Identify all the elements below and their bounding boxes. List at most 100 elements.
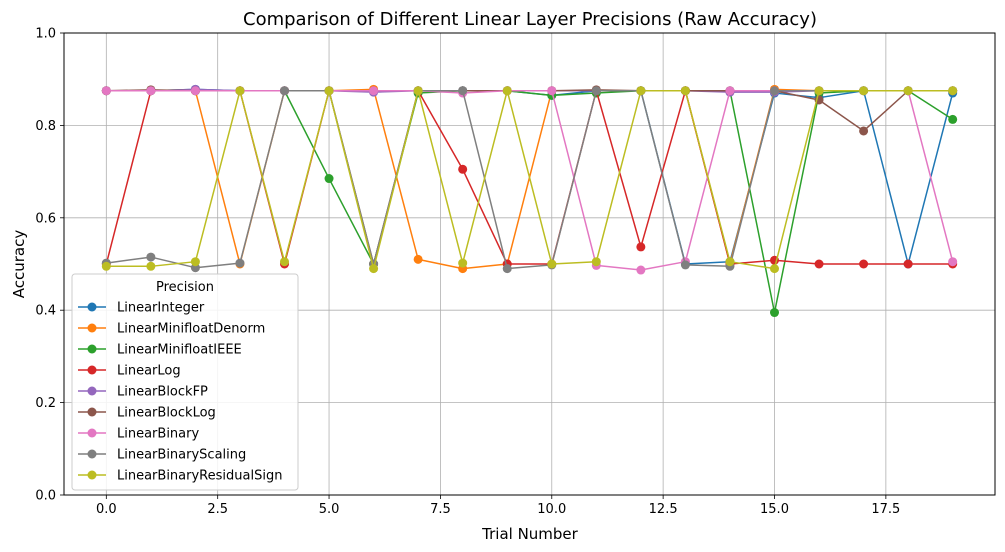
- data-point: [725, 86, 735, 96]
- plot-frame: [63, 32, 996, 496]
- data-point: [903, 259, 913, 269]
- legend-label: LinearBlockFP: [117, 385, 208, 400]
- legend-item: LinearInteger: [78, 301, 205, 316]
- x-tick-label: 2.5: [207, 502, 228, 517]
- chart-title: Comparison of Different Linear Layer Pre…: [243, 9, 817, 30]
- data-point: [413, 86, 423, 96]
- data-point: [770, 86, 779, 96]
- data-point: [235, 86, 245, 96]
- data-point: [369, 86, 379, 96]
- data-point: [814, 259, 824, 269]
- legend-swatch-marker: [87, 365, 97, 375]
- data-point: [859, 259, 869, 269]
- legend-label: LinearLog: [117, 364, 181, 379]
- data-point: [770, 308, 779, 318]
- data-point: [547, 86, 557, 96]
- legend-item: LinearLog: [78, 364, 181, 379]
- y-tick-label: 0.4: [35, 304, 56, 319]
- y-axis: 0.0 0.2 0.4 0.6 0.8 1.0: [35, 27, 64, 504]
- data-point: [190, 86, 200, 96]
- data-point: [814, 86, 824, 96]
- data-point: [859, 86, 869, 96]
- data-point: [280, 86, 289, 96]
- data-point: [235, 258, 245, 268]
- x-tick-label: 12.5: [649, 502, 678, 517]
- x-tick-label: 5.0: [319, 502, 340, 517]
- legend-swatch-marker: [87, 344, 97, 354]
- series-line: [106, 90, 953, 270]
- data-point: [680, 260, 690, 270]
- legend-item: LinearBinary: [78, 427, 199, 442]
- x-axis-label: Trial Number: [481, 525, 579, 543]
- legend-box: [71, 273, 299, 491]
- data-point: [413, 254, 423, 264]
- data-point: [547, 259, 557, 269]
- data-point: [636, 242, 646, 252]
- legend-title: Precision: [156, 280, 214, 295]
- y-axis-label: Accuracy: [10, 230, 28, 299]
- legend-item: LinearBlockLog: [78, 406, 216, 421]
- data-point: [948, 86, 958, 96]
- data-point: [948, 114, 958, 124]
- x-tick-label: 10.0: [537, 502, 566, 517]
- data-point: [458, 164, 468, 174]
- legend-item: LinearBinaryScaling: [78, 448, 246, 463]
- x-axis: 0.0 2.5 5.0 7.5 10.0 12.5 15.0 17.5: [96, 495, 900, 517]
- data-point: [591, 257, 601, 267]
- legend-swatch-marker: [87, 302, 97, 312]
- data-point: [859, 126, 869, 136]
- data-point: [636, 265, 646, 275]
- data-point: [280, 257, 289, 267]
- legend: Precision LinearInteger LinearMinifloatDe…: [71, 273, 299, 491]
- data-point: [146, 261, 156, 271]
- legend-label: LinearBinaryResidualSign: [117, 469, 282, 484]
- legend-item: LinearMinifloatDenorm: [78, 322, 265, 337]
- data-point: [636, 86, 646, 96]
- y-tick-label: 0.6: [35, 211, 56, 226]
- data-point: [146, 86, 156, 96]
- data-point: [101, 86, 111, 96]
- x-tick-label: 17.5: [871, 502, 900, 517]
- data-point: [101, 261, 111, 271]
- legend-label: LinearMinifloatDenorm: [117, 322, 265, 337]
- legend-swatch-marker: [87, 449, 97, 459]
- x-tick-label: 7.5: [430, 502, 451, 517]
- data-point: [324, 174, 334, 184]
- legend-item: LinearMinifloatIEEE: [78, 343, 242, 358]
- series-line: [106, 90, 953, 270]
- y-tick-label: 0.8: [35, 119, 56, 134]
- data-point: [502, 86, 512, 96]
- data-point: [948, 257, 958, 267]
- legend-swatch-marker: [87, 428, 97, 438]
- data-point: [725, 257, 735, 267]
- legend-item: LinearBinaryResidualSign: [78, 469, 282, 484]
- legend-swatch-marker: [87, 470, 97, 480]
- y-tick-label: 0.0: [35, 489, 56, 504]
- legend-swatch-marker: [87, 323, 97, 333]
- data-point: [369, 264, 379, 274]
- series-LinearBinaryResidualSign: [101, 86, 958, 274]
- y-tick-label: 0.2: [35, 396, 56, 411]
- legend-swatch-marker: [87, 407, 97, 417]
- data-point: [591, 86, 601, 96]
- legend-label: LinearInteger: [117, 301, 205, 316]
- data-point: [324, 86, 334, 96]
- x-tick-label: 0.0: [96, 502, 117, 517]
- data-point: [770, 264, 779, 274]
- legend-swatch-marker: [87, 386, 97, 396]
- x-tick-label: 15.0: [760, 502, 789, 517]
- data-point: [190, 257, 200, 267]
- legend-label: LinearBlockLog: [117, 406, 216, 421]
- legend-item: LinearBlockFP: [78, 385, 208, 400]
- data-point: [903, 86, 913, 96]
- data-point: [146, 252, 156, 262]
- series-layer: [101, 84, 958, 318]
- legend-items: LinearInteger LinearMinifloatDenorm Linear…: [78, 301, 282, 484]
- legend-label: LinearBinary: [117, 427, 199, 442]
- data-point: [502, 264, 512, 274]
- legend-label: LinearBinaryScaling: [117, 448, 246, 463]
- data-point: [458, 86, 468, 96]
- data-point: [680, 86, 690, 96]
- legend-label: LinearMinifloatIEEE: [117, 343, 242, 358]
